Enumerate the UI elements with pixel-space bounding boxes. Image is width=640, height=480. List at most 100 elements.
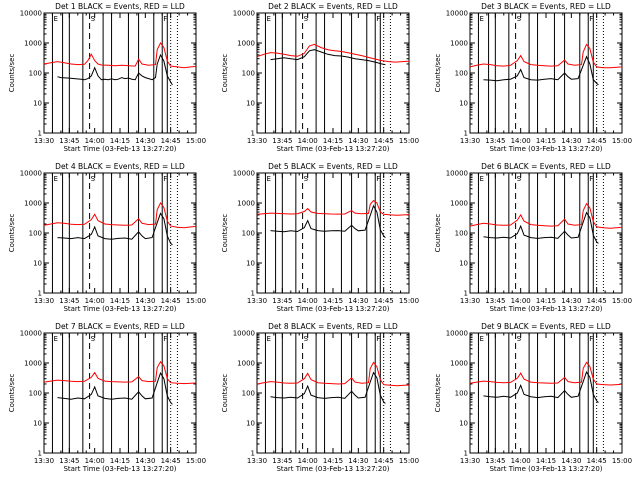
- y-tick-label: 10000: [233, 10, 255, 18]
- panel-title: Det 6 BLACK = Events, RED = LLD: [481, 162, 611, 171]
- flag-letter: E: [479, 15, 483, 23]
- x-tick-label: 14:00: [298, 457, 318, 465]
- x-tick-label: 15:00: [186, 137, 206, 145]
- y-tick-label: 100: [242, 70, 255, 78]
- events-series-line: [57, 371, 173, 405]
- x-tick-label: 13:30: [247, 137, 267, 145]
- y-axis-label: Counts/sec: [221, 374, 229, 413]
- y-tick-label: 1000: [450, 200, 468, 208]
- events-series-line: [483, 211, 599, 244]
- y-axis-label: Counts/sec: [221, 214, 229, 253]
- x-tick-label: 13:30: [34, 297, 54, 305]
- panel-title: Det 9 BLACK = Events, RED = LLD: [481, 322, 611, 331]
- x-tick-label: 15:00: [186, 457, 206, 465]
- x-tick-label: 14:15: [323, 137, 343, 145]
- x-tick-label: 14:45: [161, 137, 181, 145]
- plot-frame: [469, 172, 623, 294]
- x-tick-label: 13:45: [272, 297, 292, 305]
- lld-series-line: [256, 43, 410, 63]
- y-tick-label: 1: [38, 130, 42, 138]
- flag-letter: F: [163, 15, 167, 23]
- y-tick-label: 10: [459, 260, 468, 268]
- x-tick-label: 14:15: [536, 457, 556, 465]
- lld-series-line: [469, 361, 623, 386]
- x-tick-label: 14:00: [298, 297, 318, 305]
- y-tick-label: 10: [459, 420, 468, 428]
- x-tick-label: 14:15: [110, 137, 130, 145]
- flag-letter: F: [163, 335, 167, 343]
- x-tick-label: 13:30: [460, 297, 480, 305]
- x-tick-label: 15:00: [612, 457, 632, 465]
- flag-letter: S: [517, 175, 522, 183]
- x-tick-label: 13:45: [59, 137, 79, 145]
- y-tick-label: 1000: [24, 40, 42, 48]
- lld-series-line: [469, 43, 623, 69]
- x-tick-label: 13:45: [272, 457, 292, 465]
- flag-letter: F: [589, 175, 593, 183]
- flag-letter: F: [376, 335, 380, 343]
- x-tick-label: 15:00: [186, 297, 206, 305]
- x-tick-label: 14:00: [85, 297, 105, 305]
- y-tick-label: 100: [455, 70, 468, 78]
- panel-det-4: Det 4 BLACK = Events, RED = LLD 1 10 100 100…: [8, 162, 206, 313]
- y-tick-label: 1: [464, 290, 468, 298]
- x-tick-label: 13:45: [59, 457, 79, 465]
- lld-series-line: [256, 199, 410, 216]
- x-axis-label: Start Time (03-Feb-13 13:27:20): [276, 145, 389, 153]
- y-tick-label: 1000: [450, 40, 468, 48]
- flag-letter: S: [304, 175, 309, 183]
- y-tick-label: 1000: [237, 40, 255, 48]
- events-series-line: [270, 371, 386, 404]
- y-tick-label: 100: [29, 70, 42, 78]
- plot-frame: [43, 172, 197, 294]
- y-axis-label: Counts/sec: [434, 54, 442, 93]
- events-series-line: [483, 370, 599, 403]
- x-tick-label: 14:00: [298, 137, 318, 145]
- y-tick-label: 1: [251, 450, 255, 458]
- lld-series-line: [256, 361, 410, 387]
- x-tick-label: 14:30: [561, 137, 581, 145]
- x-tick-label: 15:00: [399, 297, 419, 305]
- events-series-line: [57, 53, 173, 86]
- x-tick-label: 14:45: [161, 297, 181, 305]
- lld-series-line: [43, 360, 197, 385]
- x-tick-label: 14:15: [323, 297, 343, 305]
- panel-title: Det 1 BLACK = Events, RED = LLD: [55, 2, 185, 11]
- y-tick-label: 1000: [237, 360, 255, 368]
- y-tick-label: 1: [38, 450, 42, 458]
- flag-letter: S: [304, 15, 309, 23]
- x-tick-label: 14:45: [374, 457, 394, 465]
- lld-series-line: [469, 202, 623, 229]
- x-tick-label: 13:30: [34, 457, 54, 465]
- flag-letter: S: [517, 15, 522, 23]
- x-tick-label: 14:45: [587, 457, 607, 465]
- flag-letter: S: [91, 15, 96, 23]
- flag-letter: E: [479, 335, 483, 343]
- x-tick-label: 14:30: [561, 457, 581, 465]
- x-tick-label: 14:45: [374, 297, 394, 305]
- plot-frame: [43, 12, 197, 134]
- panel-det-3: Det 3 BLACK = Events, RED = LLD 1 10 100 100…: [434, 2, 632, 153]
- y-axis-label: Counts/sec: [221, 54, 229, 93]
- flag-letter: E: [53, 175, 57, 183]
- panel-title: Det 2 BLACK = Events, RED = LLD: [268, 2, 398, 11]
- plot-frame: [469, 332, 623, 454]
- y-tick-label: 100: [29, 390, 42, 398]
- lld-series-line: [43, 42, 197, 69]
- y-tick-label: 100: [242, 390, 255, 398]
- y-tick-label: 1: [251, 290, 255, 298]
- x-tick-label: 14:00: [85, 457, 105, 465]
- panel-det-7: Det 7 BLACK = Events, RED = LLD 1 10 100 100…: [8, 322, 206, 473]
- events-series-line: [57, 212, 173, 246]
- y-tick-label: 100: [455, 230, 468, 238]
- y-tick-label: 1000: [450, 360, 468, 368]
- panel-title: Det 5 BLACK = Events, RED = LLD: [268, 162, 398, 171]
- x-tick-label: 13:45: [485, 137, 505, 145]
- panel-title: Det 7 BLACK = Events, RED = LLD: [55, 322, 185, 331]
- flag-letter: E: [53, 15, 57, 23]
- events-series-line: [270, 49, 386, 66]
- x-tick-label: 13:45: [485, 297, 505, 305]
- x-tick-label: 14:30: [348, 297, 368, 305]
- plot-frame: [256, 332, 410, 454]
- y-tick-label: 100: [242, 230, 255, 238]
